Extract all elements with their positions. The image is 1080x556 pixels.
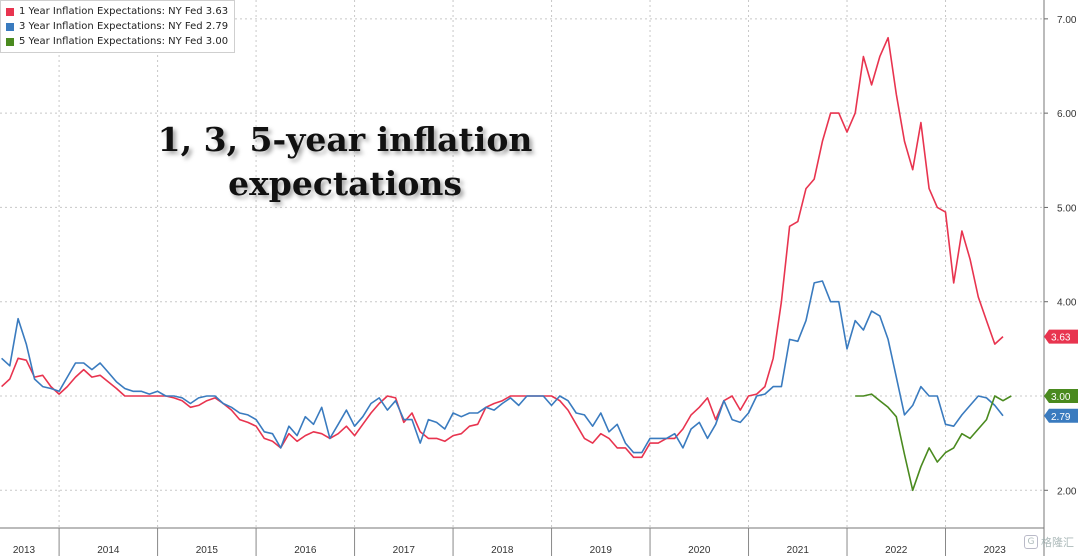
last-value-badges: 3.63 2.79 3.00 — [1044, 329, 1078, 423]
y-axis: 2.00 3.00 4.00 5.00 6.00 7.00 — [1043, 0, 1077, 556]
last-value-badge-1: 2.79 — [1044, 408, 1078, 423]
last-value-badge-bg-1 — [1044, 408, 1078, 423]
x-tick-label: 2023 — [984, 545, 1007, 556]
legend-swatch-5y — [6, 37, 14, 46]
x-tick-label: 2019 — [590, 545, 613, 556]
series-lines — [1, 36, 1012, 492]
watermark-text: 格隆汇 — [1041, 536, 1074, 549]
watermark-logo-icon: G — [1024, 535, 1038, 549]
legend-value-5y: 3.00 — [205, 36, 229, 47]
y-tick-label: 4.00 — [1057, 298, 1077, 309]
legend-swatch-3y — [6, 22, 14, 31]
x-tick-label: 2020 — [688, 545, 711, 556]
legend-label-1y: 1 Year Inflation Expectations: NY Fed — [19, 6, 203, 17]
last-value-badge-label-1: 2.79 — [1051, 412, 1071, 423]
last-value-badge-2: 3.00 — [1044, 389, 1078, 403]
series-line-1 — [1, 280, 1004, 454]
legend-value-3y: 2.79 — [205, 21, 229, 32]
legend-item-5y: 5 Year Inflation Expectations: NY Fed 3.… — [6, 34, 228, 49]
y-tick-label: 5.00 — [1057, 203, 1077, 214]
chart-title: 1, 3, 5-year inflation expectations — [157, 120, 533, 203]
legend-label-5y: 5 Year Inflation Expectations: NY Fed — [19, 36, 203, 47]
last-value-badge-0: 3.63 — [1044, 329, 1078, 344]
legend-item-3y: 3 Year Inflation Expectations: NY Fed 2.… — [6, 19, 228, 34]
x-axis: 2013 2014 2015 2016 2017 2018 2019 2020 2021 2022… — [0, 527, 1044, 556]
legend-item-1y: 1 Year Inflation Expectations: NY Fed 3.… — [6, 4, 228, 19]
last-value-badge-bg-2 — [1044, 389, 1078, 403]
y-tick-label: 2.00 — [1057, 486, 1077, 497]
y-tick-label: 7.00 — [1057, 15, 1077, 26]
legend: 1 Year Inflation Expectations: NY Fed 3.… — [0, 0, 236, 53]
x-tick-label: 2013 — [13, 545, 36, 556]
x-tick-label: 2018 — [491, 545, 514, 556]
x-tick-label: 2017 — [393, 545, 416, 556]
x-tick-label: 2015 — [196, 545, 219, 556]
last-value-badge-label-0: 3.63 — [1051, 333, 1071, 344]
last-value-badge-bg-0 — [1044, 329, 1078, 344]
x-tick-label: 2021 — [787, 545, 810, 556]
legend-swatch-1y — [6, 7, 14, 16]
watermark: G 格隆汇 — [1024, 534, 1074, 550]
series-line-0 — [1, 36, 1004, 459]
grid-lines — [0, 0, 1044, 528]
series-line-2 — [855, 393, 1012, 492]
x-tick-label: 2016 — [294, 545, 317, 556]
legend-value-1y: 3.63 — [205, 6, 229, 17]
x-tick-label: 2014 — [97, 545, 120, 556]
y-tick-label: 6.00 — [1057, 109, 1077, 120]
last-value-badge-label-2: 3.00 — [1051, 392, 1071, 403]
x-tick-label: 2022 — [885, 545, 908, 556]
legend-label-3y: 3 Year Inflation Expectations: NY Fed — [19, 21, 203, 32]
